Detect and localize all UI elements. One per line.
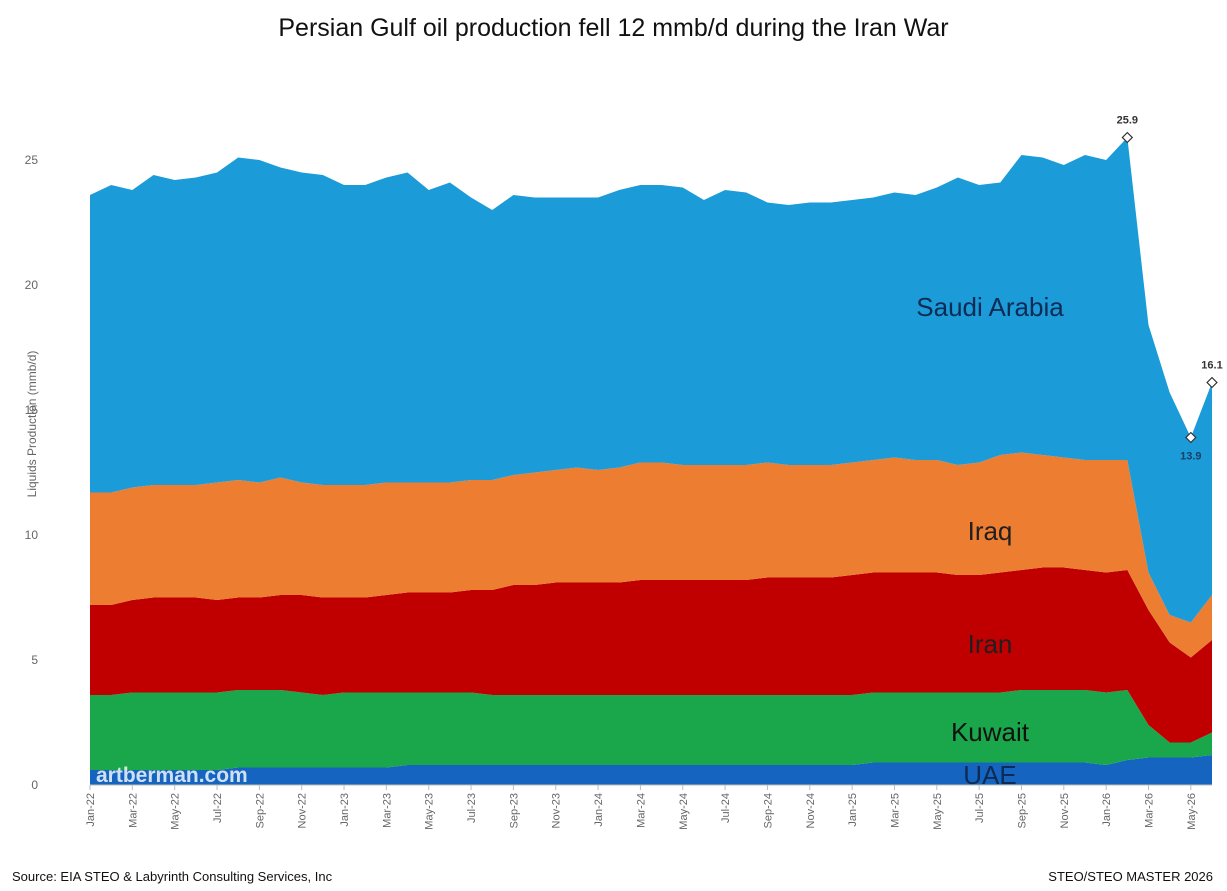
total-marker — [1206, 376, 1218, 389]
total-label: 16.1 — [1201, 360, 1222, 372]
x-tick-label: Mar-22 — [127, 793, 139, 828]
x-tick-label: Jul-25 — [974, 793, 986, 823]
series-label-kuwait: Kuwait — [951, 717, 1030, 747]
steo-master-note: STEO/STEO MASTER 2026 — [1048, 869, 1213, 884]
area-iraq — [90, 452, 1212, 658]
x-tick-label: Sep-25 — [1016, 793, 1028, 828]
x-tick-label: Nov-22 — [297, 793, 309, 828]
total-marker — [1121, 131, 1134, 144]
series-label-iran: Iran — [968, 629, 1013, 659]
series-label-iraq: Iraq — [968, 516, 1013, 546]
area-saudi-arabia — [90, 137, 1212, 623]
x-tick-label: May-25 — [932, 793, 944, 830]
y-axis-label: Liquids Production (mmb/d) — [25, 351, 39, 498]
y-tick-label: 0 — [31, 778, 38, 792]
y-tick-label: 25 — [25, 153, 39, 167]
x-tick-label: Sep-22 — [254, 793, 266, 828]
x-tick-label: Sep-24 — [762, 793, 774, 828]
x-tick-label: Jul-22 — [212, 793, 224, 823]
x-tick-label: Jan-24 — [593, 793, 605, 827]
y-tick-label: 15 — [25, 403, 39, 417]
x-tick-label: May-22 — [170, 793, 182, 830]
total-label: 25.9 — [1117, 115, 1138, 127]
areas-layer — [90, 137, 1212, 785]
x-tick-label: Mar-25 — [889, 793, 901, 828]
x-tick-label: Jul-24 — [720, 793, 732, 823]
y-tick-label: 5 — [31, 653, 38, 667]
x-tick-label: Nov-25 — [1059, 793, 1071, 828]
x-tick-label: Mar-24 — [635, 793, 647, 828]
x-tick-label: Nov-23 — [551, 793, 563, 828]
x-tick-label: May-23 — [424, 793, 436, 830]
x-tick-label: Jul-23 — [466, 793, 478, 823]
y-tick-label: 10 — [25, 528, 39, 542]
x-tick-label: Jan-26 — [1101, 793, 1113, 827]
x-tick-label: May-26 — [1186, 793, 1198, 830]
x-tick-label: Nov-24 — [805, 793, 817, 828]
series-label-saudi-arabia: Saudi Arabia — [916, 292, 1064, 322]
y-axis: 0 5 10 15 20 25 — [25, 153, 39, 792]
x-tick-label: Jan-25 — [847, 793, 859, 827]
x-tick-label: Mar-26 — [1143, 793, 1155, 828]
x-tick-label: Jan-23 — [339, 793, 351, 827]
area-iran — [90, 567, 1212, 743]
source-note: Source: EIA STEO & Labyrinth Consulting … — [12, 869, 333, 884]
y-tick-label: 20 — [25, 278, 39, 292]
x-tick-label: Mar-23 — [381, 793, 393, 828]
x-axis: Jan-22 Mar-22 May-22 Jul-22 Sep-22 Nov-22 Jan-… — [85, 784, 1212, 830]
x-tick-label: Sep-23 — [508, 793, 520, 828]
total-marker — [1185, 431, 1197, 444]
chart-title: Persian Gulf oil production fell 12 mmb/… — [278, 14, 949, 42]
total-label: 13.9 — [1180, 451, 1201, 463]
watermark-text: artberman.com — [96, 764, 248, 787]
x-tick-label: Jan-22 — [85, 793, 97, 827]
total-markers-layer: 25.9 13.9 16.1 — [1117, 115, 1223, 463]
area-kuwait — [90, 690, 1212, 770]
x-tick-label: May-24 — [678, 793, 690, 830]
